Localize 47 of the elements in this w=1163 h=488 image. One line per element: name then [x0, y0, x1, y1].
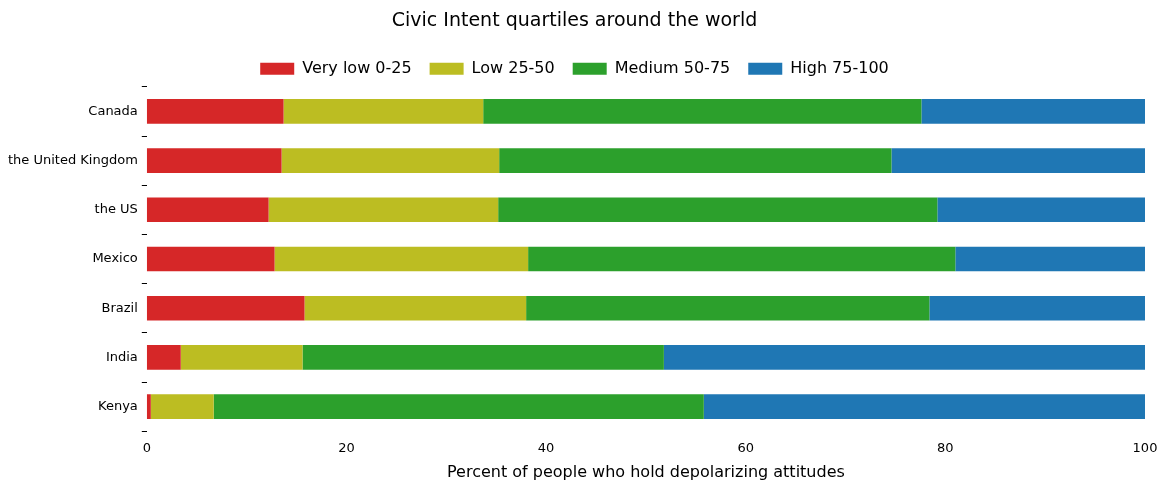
bar	[146, 246, 275, 272]
bar	[663, 345, 1145, 370]
bar	[150, 394, 214, 419]
y-tick-label: the US	[94, 201, 138, 217]
bar	[146, 345, 181, 370]
x-tick-label: 20	[338, 440, 355, 456]
x-tick-label: 0	[142, 440, 151, 456]
y-tick-label: Mexico	[92, 250, 138, 266]
legend-label: High 75-100	[790, 57, 889, 77]
y-tick-label: India	[105, 348, 138, 364]
y-tick-label: Canada	[88, 102, 138, 118]
bar	[528, 246, 956, 272]
bar	[891, 148, 1145, 173]
x-tick-label: 60	[737, 440, 754, 456]
bar	[146, 394, 151, 419]
bar	[498, 197, 938, 223]
bar	[937, 197, 1145, 223]
legend-label: Very low 0-25	[302, 57, 412, 77]
x-axis-title: Percent of people who hold depolarizing attitudes	[446, 461, 845, 481]
x-tick-label: 40	[537, 440, 555, 456]
bar	[526, 295, 930, 321]
bar	[499, 148, 892, 173]
bar	[146, 148, 282, 173]
bar	[929, 295, 1145, 321]
bar	[146, 197, 269, 223]
y-tick-label: the United Kingdom	[8, 151, 138, 167]
bar	[146, 295, 305, 321]
bar	[281, 148, 500, 173]
bar	[703, 394, 1145, 419]
bar	[302, 345, 664, 370]
legend-label: Low 25-50	[471, 57, 555, 77]
bar	[304, 295, 527, 321]
bar	[213, 394, 704, 419]
bar	[283, 99, 484, 124]
bar	[180, 345, 303, 370]
x-tick-label: 100	[1132, 440, 1158, 456]
bar	[146, 99, 284, 124]
y-tick-label: Kenya	[98, 397, 138, 413]
chart-title: Civic Intent quartiles around the world	[391, 8, 758, 31]
legend-label: Medium 50-75	[614, 57, 731, 77]
bar	[483, 99, 922, 124]
bar	[955, 246, 1145, 272]
bar	[921, 99, 1145, 124]
bar	[268, 197, 499, 223]
x-tick-label: 80	[937, 440, 954, 456]
bar	[274, 246, 529, 272]
y-tick-label: Brazil	[101, 299, 138, 315]
